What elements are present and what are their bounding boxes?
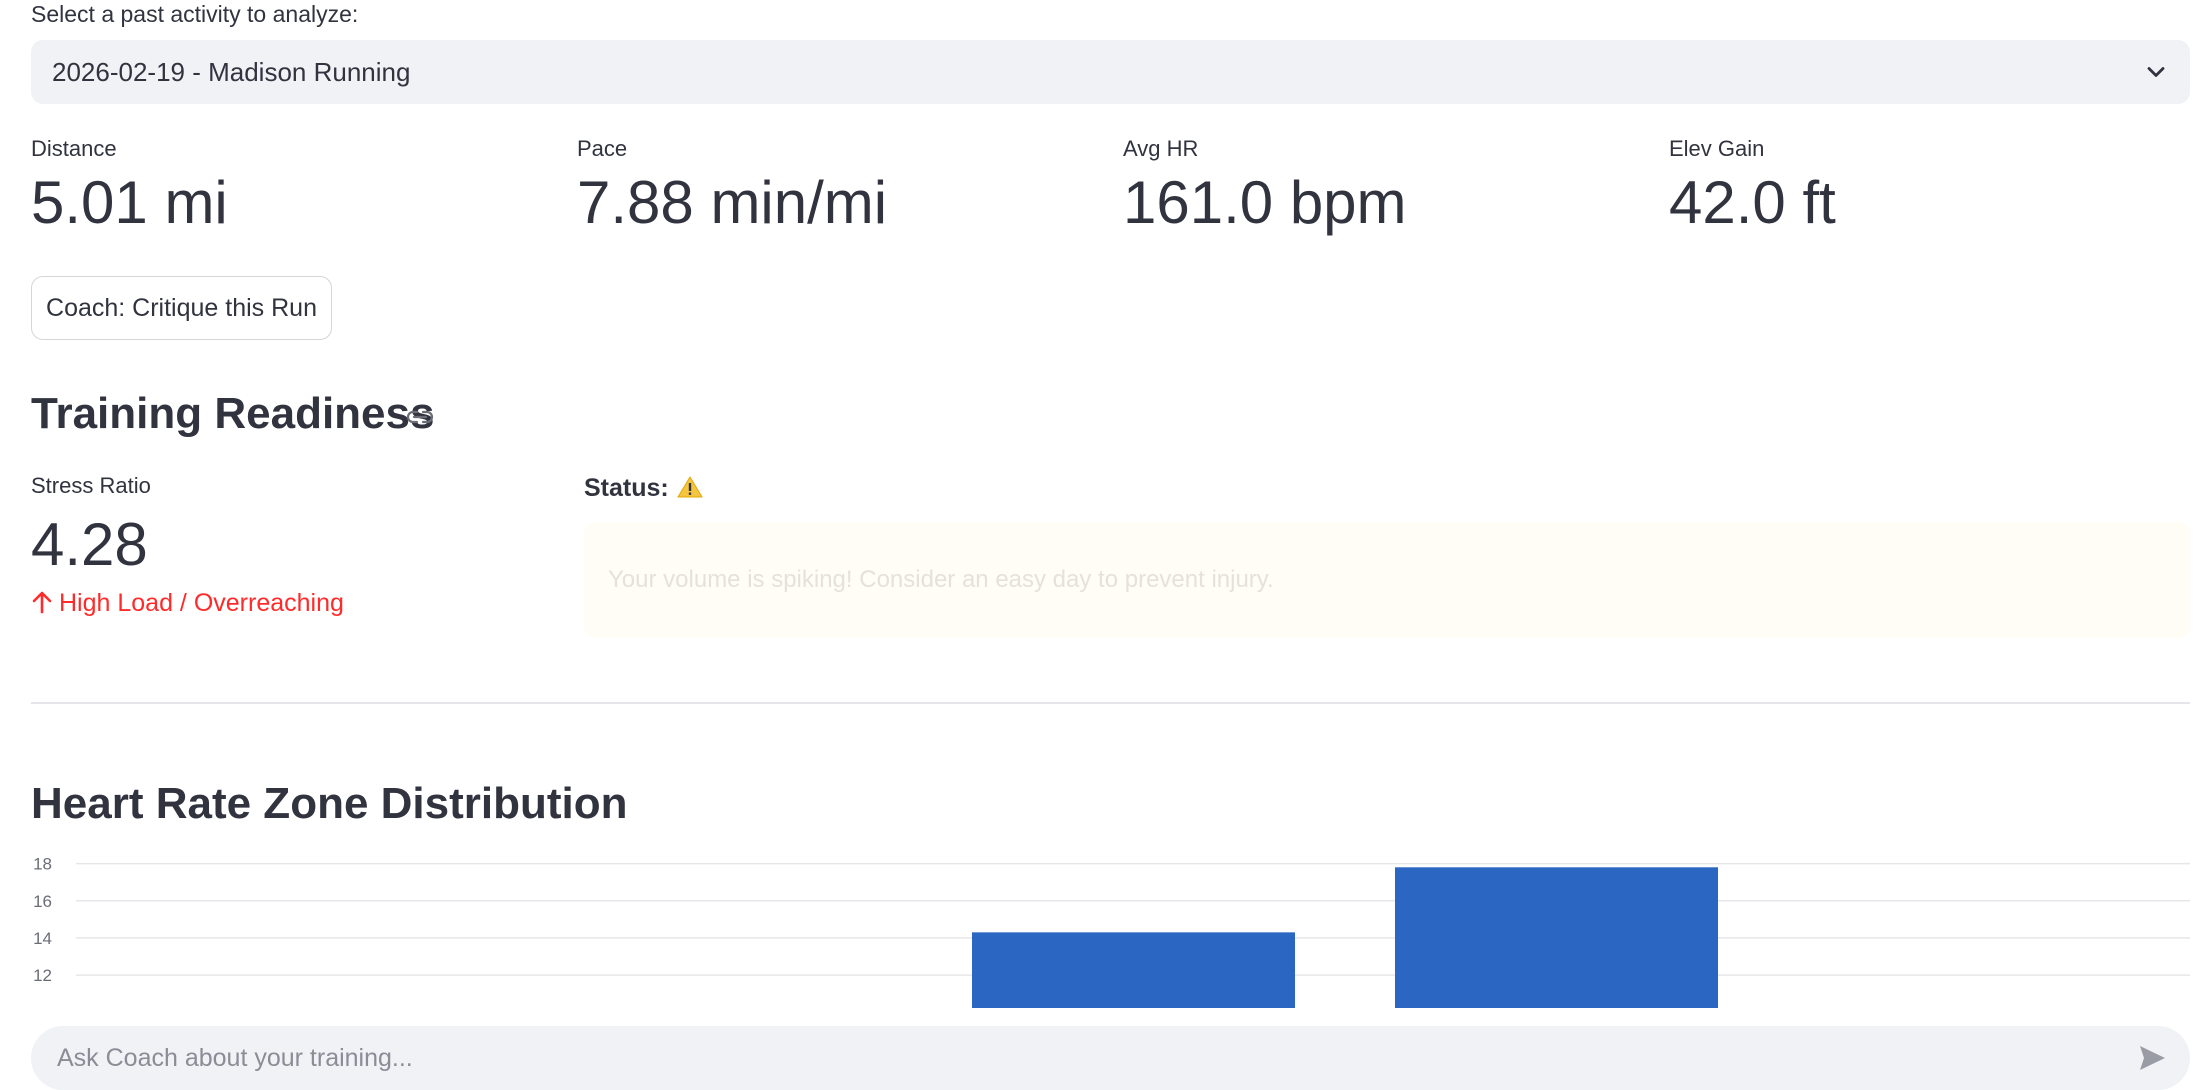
arrow-up-icon — [32, 591, 52, 614]
metric-label: Avg HR — [1123, 136, 1199, 161]
activity-select-value: 2026-02-19 - Madison Running — [52, 57, 411, 87]
metric-label: Distance — [31, 136, 117, 161]
metric-label: Pace — [577, 136, 628, 161]
metric-value: 42.0 ft — [1669, 169, 1836, 236]
stress-ratio-value: 4.28 — [31, 511, 148, 578]
metric-value: 5.01 mi — [31, 169, 228, 236]
status-label-text: Status: — [584, 474, 669, 502]
hr-zone-heading: Heart Rate Zone Distribution — [31, 779, 628, 828]
y-tick-label: 18 — [33, 855, 52, 874]
y-tick-label: 12 — [33, 966, 52, 985]
link-icon[interactable] — [404, 404, 436, 430]
metric-avg-hr: Avg HR 161.0 bpm — [1123, 136, 1407, 238]
chat-bar — [31, 1026, 2190, 1090]
hr-zone-chart: 12 14 16 18 — [33, 855, 2190, 1008]
stress-ratio-label: Stress Ratio — [31, 473, 151, 498]
hr-zone-bar[interactable] — [1395, 867, 1718, 1008]
stress-ratio-delta: High Load / Overreaching — [31, 588, 344, 618]
send-icon[interactable] — [2136, 1042, 2168, 1074]
y-tick-label: 16 — [33, 892, 52, 911]
metric-distance: Distance 5.01 mi — [31, 136, 228, 238]
chevron-down-icon — [2147, 67, 2165, 77]
status-label: Status: — [584, 473, 703, 503]
chat-input[interactable] — [57, 1026, 2097, 1090]
metric-label: Elev Gain — [1669, 136, 1765, 161]
activity-select-label: Select a past activity to analyze: — [31, 1, 359, 27]
delta-text: High Load / Overreaching — [59, 589, 344, 617]
metric-pace: Pace 7.88 min/mi — [577, 136, 887, 238]
metric-elev-gain: Elev Gain 42.0 ft — [1669, 136, 1836, 238]
metric-value: 7.88 min/mi — [577, 169, 888, 236]
activity-select[interactable]: 2026-02-19 - Madison Running — [31, 40, 2190, 104]
metric-value: 161.0 bpm — [1123, 169, 1407, 236]
warning-icon — [677, 476, 703, 498]
hr-zone-bar[interactable] — [972, 932, 1295, 1008]
status-warning-text: Your volume is spiking! Consider an easy… — [608, 566, 1274, 593]
section-divider — [31, 702, 2190, 704]
training-readiness-heading: Training Readiness — [31, 389, 435, 438]
status-warning-box: Your volume is spiking! Consider an easy… — [584, 522, 2190, 638]
y-tick-label: 14 — [33, 929, 52, 948]
coach-critique-button[interactable]: Coach: Critique this Run — [31, 276, 332, 340]
